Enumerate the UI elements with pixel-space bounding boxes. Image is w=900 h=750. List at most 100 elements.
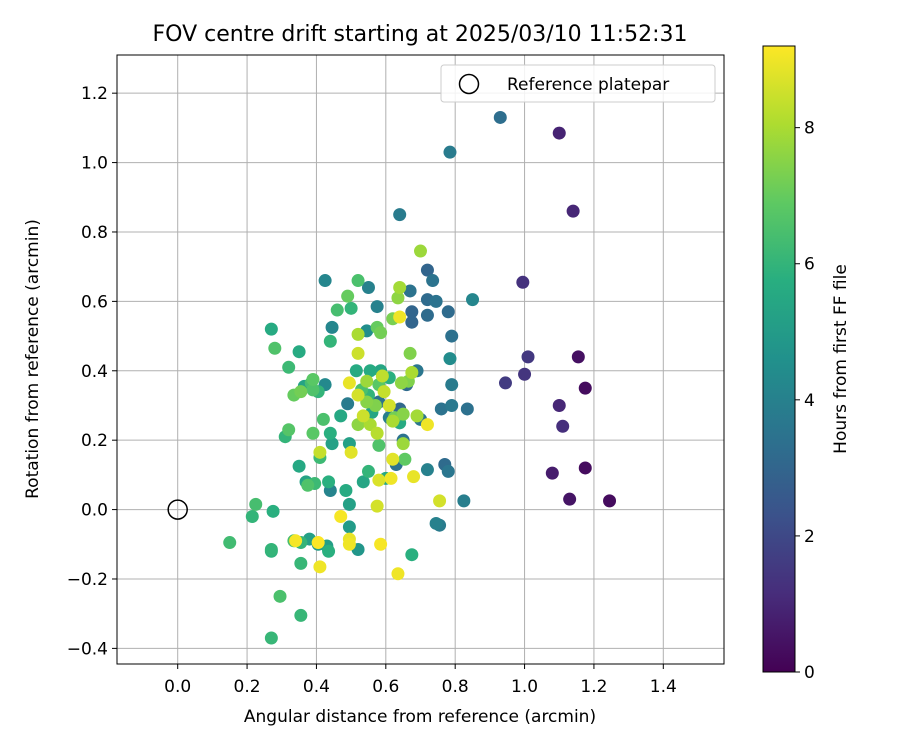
data-point xyxy=(405,366,419,380)
x-tick-label: 1.0 xyxy=(511,677,538,697)
data-point xyxy=(552,398,566,412)
colorbar: 0 2 4 6 8 Hours from first FF file xyxy=(762,45,851,683)
data-point xyxy=(498,376,512,390)
data-point xyxy=(294,556,308,570)
data-point xyxy=(410,409,424,423)
x-tick-label: 1.2 xyxy=(580,677,607,697)
data-point xyxy=(566,204,580,218)
y-axis-label: Rotation from reference (arcmin) xyxy=(23,219,43,499)
data-point xyxy=(361,280,375,294)
data-point xyxy=(316,412,330,426)
data-point xyxy=(429,516,443,530)
data-point xyxy=(578,461,592,475)
data-point xyxy=(356,409,370,423)
data-point xyxy=(266,504,280,518)
y-tick-label: 0.8 xyxy=(81,223,108,243)
data-point xyxy=(282,423,296,437)
data-point xyxy=(429,294,443,308)
data-point xyxy=(264,631,278,645)
data-point xyxy=(342,520,356,534)
data-point xyxy=(393,310,407,324)
data-point xyxy=(457,494,471,508)
data-point xyxy=(313,445,327,459)
data-point xyxy=(334,510,348,524)
data-point xyxy=(374,537,388,551)
legend-box xyxy=(440,64,716,103)
data-point xyxy=(518,367,532,381)
colorbar-tick-label: 6 xyxy=(804,255,815,275)
data-point xyxy=(330,303,344,317)
data-point xyxy=(405,305,419,319)
data-point xyxy=(351,388,365,402)
data-point xyxy=(382,398,396,412)
colorbar-ticks: 0 2 4 6 8 xyxy=(795,119,815,683)
data-point xyxy=(363,364,377,378)
x-tick-label: 0.4 xyxy=(303,677,330,697)
data-point xyxy=(441,305,455,319)
data-point xyxy=(306,383,320,397)
y-tick-label: −0.4 xyxy=(67,639,108,659)
data-point xyxy=(443,352,457,366)
data-point xyxy=(433,494,447,508)
data-point xyxy=(445,329,459,343)
data-point xyxy=(377,385,391,399)
data-point xyxy=(351,327,365,341)
data-point xyxy=(370,426,384,440)
data-point xyxy=(393,280,407,294)
data-point xyxy=(294,608,308,622)
data-point xyxy=(292,459,306,473)
data-point xyxy=(311,536,325,550)
x-axis-ticks: 0.0 0.2 0.4 0.6 0.8 1.0 1.2 1.4 xyxy=(164,664,677,697)
data-point xyxy=(370,499,384,513)
data-point xyxy=(323,426,337,440)
data-point xyxy=(445,398,459,412)
data-point xyxy=(264,322,278,336)
data-point xyxy=(325,320,339,334)
data-point xyxy=(264,542,278,556)
data-point xyxy=(394,376,408,390)
colorbar-tick-label: 2 xyxy=(804,527,815,547)
x-axis-label: Angular distance from reference (arcmin) xyxy=(244,707,596,727)
reference-platepar-marker xyxy=(167,499,188,520)
data-point xyxy=(342,537,356,551)
data-point xyxy=(375,369,389,383)
data-point xyxy=(370,300,384,314)
y-tick-label: 0.4 xyxy=(81,362,108,382)
data-point xyxy=(552,126,566,140)
grid xyxy=(117,55,724,664)
data-point xyxy=(493,110,507,124)
y-tick-label: 1.0 xyxy=(81,154,108,174)
data-point xyxy=(249,497,263,511)
data-point xyxy=(306,426,320,440)
data-point xyxy=(363,418,377,432)
reference-marker-layer xyxy=(167,499,188,520)
x-tick-label: 0.0 xyxy=(164,677,191,697)
data-point xyxy=(420,418,434,432)
y-tick-label: 0.2 xyxy=(81,431,108,451)
data-point xyxy=(403,284,417,298)
data-point xyxy=(396,437,410,451)
data-point xyxy=(374,326,388,340)
scatter-points xyxy=(223,110,617,645)
data-point xyxy=(356,475,370,489)
data-point xyxy=(306,372,320,386)
data-point xyxy=(516,275,530,289)
data-point xyxy=(386,414,400,428)
colorbar-tick-label: 8 xyxy=(804,119,815,139)
data-point xyxy=(342,376,356,390)
data-point xyxy=(268,341,282,355)
data-point xyxy=(351,274,365,288)
data-point xyxy=(460,402,474,416)
data-point xyxy=(384,471,398,485)
data-point xyxy=(393,208,407,222)
data-point xyxy=(322,475,336,489)
data-point xyxy=(466,293,480,307)
data-point xyxy=(386,452,400,466)
data-point xyxy=(318,274,332,288)
data-point xyxy=(360,395,374,409)
data-point xyxy=(339,483,353,497)
data-point xyxy=(521,350,535,364)
data-point xyxy=(391,291,405,305)
data-point xyxy=(282,360,296,374)
